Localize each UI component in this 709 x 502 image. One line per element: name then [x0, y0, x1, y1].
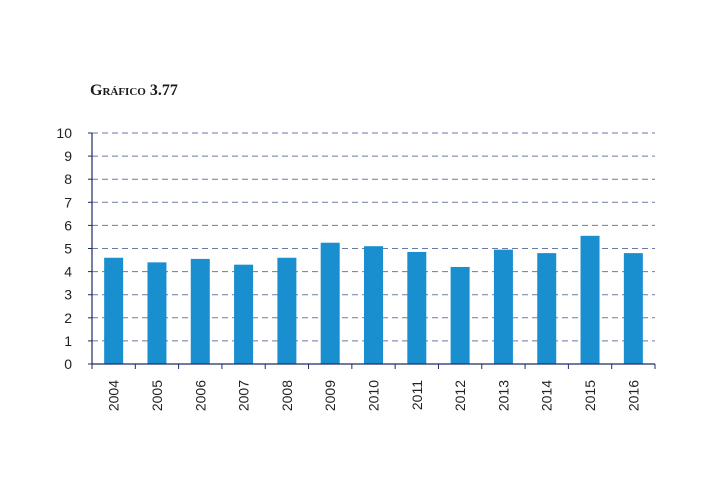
bars	[104, 235, 643, 364]
bar-2008	[277, 257, 297, 364]
y-tick-label: 2	[64, 310, 72, 326]
y-tick-label: 3	[64, 287, 72, 303]
bar-2011	[407, 251, 427, 364]
x-tick-label: 2016	[625, 380, 641, 411]
bar-2010	[364, 246, 383, 364]
bar-2004	[104, 257, 124, 364]
x-tick-label: 2009	[322, 380, 338, 411]
bar-2009	[320, 242, 340, 364]
x-tick-label: 2012	[452, 380, 468, 411]
bar-2007	[234, 264, 254, 364]
x-tick-labels: 2004 2005 2006 2007 2008 2009 2010 2011 2012 2013…	[106, 380, 642, 411]
chart-title: Gráfico 3.77	[90, 82, 178, 99]
bar-2013	[493, 249, 513, 364]
y-tick-label: 5	[64, 241, 72, 257]
y-tick-label: 8	[64, 171, 72, 187]
x-tick-label: 2015	[582, 380, 598, 411]
y-tick-label: 4	[64, 264, 72, 280]
y-tick-label: 0	[64, 356, 72, 372]
y-tick-label: 9	[64, 148, 72, 164]
bar-2005	[147, 262, 167, 364]
x-tick-label: 2013	[495, 380, 511, 411]
y-tick-label: 7	[64, 194, 72, 210]
x-tick-label: 2010	[366, 380, 382, 411]
x-tick-label: 2008	[279, 380, 295, 411]
bar-2016	[623, 253, 643, 364]
bar-2006	[190, 258, 210, 364]
x-tick-label: 2007	[236, 380, 252, 411]
y-tick-label: 1	[64, 333, 72, 349]
y-tick-label: 6	[64, 217, 72, 233]
x-tick-label: 2011	[409, 380, 425, 410]
y-tick-labels: 0 1 2 3 4 5 6 7 8 9 10	[56, 125, 72, 372]
x-tick-label: 2005	[149, 380, 165, 411]
axes	[88, 132, 656, 369]
bar-2012	[450, 266, 470, 364]
bar-2014	[537, 253, 557, 364]
x-tick-label: 2014	[539, 380, 555, 411]
x-tick-label: 2006	[192, 380, 208, 411]
y-tick-label: 10	[56, 125, 72, 141]
x-tick-label: 2004	[106, 380, 122, 411]
bar-2015	[580, 235, 600, 364]
